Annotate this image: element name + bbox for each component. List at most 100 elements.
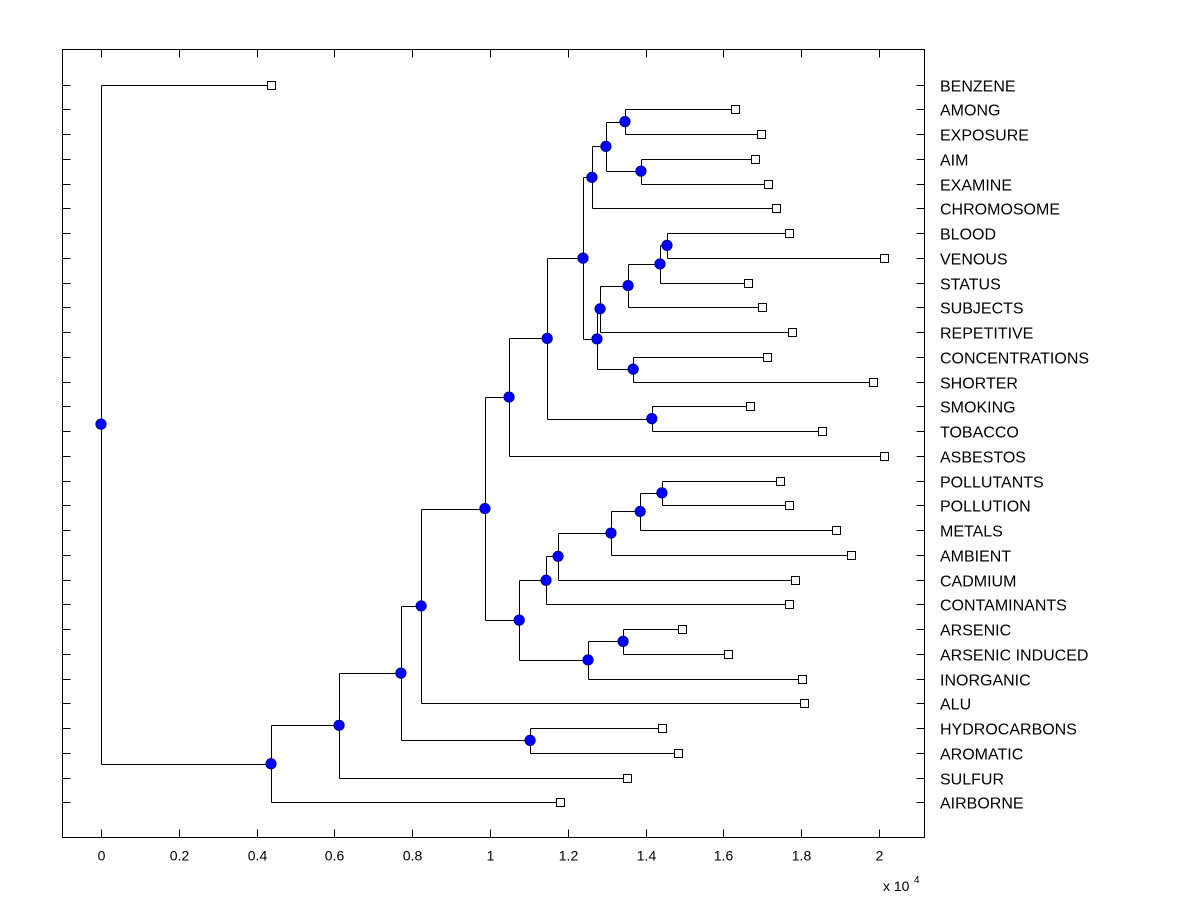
x-tick-label: 1.4: [637, 848, 657, 864]
leaf-marker: [798, 675, 807, 684]
leaf-marker: [724, 650, 733, 659]
internal-node-marker: [552, 550, 564, 562]
leaf-marker: [678, 625, 687, 634]
leaf-label: ARSENIC INDUCED: [940, 648, 1088, 665]
x-tick-label: 2: [876, 848, 884, 864]
x-tick-label: 0.4: [248, 848, 268, 864]
leaf-marker: [623, 774, 632, 783]
leaf-marker: [744, 279, 753, 288]
leaf-marker: [746, 402, 755, 411]
internal-node-marker: [395, 667, 407, 679]
leaf-label: AROMATIC: [940, 747, 1023, 764]
leaf-label: AIRBORNE: [940, 796, 1024, 813]
leaf-label: CHROMOSOME: [940, 202, 1060, 219]
leaf-labels: BENZENE AMONG EXPOSURE AIM EXAMINE CHROMOSOME…: [940, 79, 1089, 813]
leaf-label: ARSENIC: [940, 623, 1011, 640]
leaf-marker: [818, 427, 827, 436]
internal-node-marker: [594, 303, 606, 315]
leaf-marker: [764, 180, 773, 189]
dendrogram-links: [101, 85, 885, 803]
leaf-marker: [751, 155, 760, 164]
leaf-label: EXPOSURE: [940, 128, 1029, 145]
leaf-marker: [788, 328, 797, 337]
leaf-marker: [757, 130, 766, 139]
internal-node-marker: [577, 252, 589, 264]
internal-node-marker: [634, 505, 646, 518]
internal-node-marker: [524, 734, 536, 746]
leaf-marker: [731, 105, 740, 114]
leaf-marker: [785, 600, 794, 609]
leaf-marker: [556, 798, 565, 807]
internal-node-marker: [586, 171, 598, 183]
internal-node-marker: [582, 654, 594, 666]
x-tick-label: 0.2: [170, 848, 190, 864]
leaf-label: SUBJECTS: [940, 301, 1024, 318]
leaf-label: AIM: [940, 153, 968, 170]
leaf-label: HYDROCARBONS: [940, 722, 1077, 739]
leaf-label: CONTAMINANTS: [940, 598, 1067, 615]
internal-node-marker: [605, 527, 617, 539]
leaf-marker: [758, 303, 767, 312]
leaf-label: VENOUS: [940, 252, 1008, 269]
leaf-label: POLLUTION: [940, 499, 1031, 516]
internal-node-marker: [600, 140, 612, 152]
leaf-marker: [869, 378, 878, 387]
leaf-marker: [880, 452, 889, 461]
internal-node-marker: [627, 363, 639, 375]
leaf-label: TOBACCO: [940, 425, 1019, 442]
internal-node-marker: [265, 758, 277, 770]
internal-node-marker: [479, 502, 491, 515]
internal-node-marker: [646, 413, 658, 425]
leaf-label: SMOKING: [940, 400, 1016, 417]
leaf-marker: [785, 229, 794, 238]
dendrogram-nodes: [95, 116, 673, 770]
leaf-label: AMBIENT: [940, 549, 1011, 566]
leaf-label: POLLUTANTS: [940, 475, 1044, 492]
leaf-marker: [674, 749, 683, 758]
leaf-marker: [267, 81, 276, 90]
internal-node-marker: [622, 279, 634, 292]
x-tick-label: 1.6: [714, 848, 734, 864]
x-tick-label: 0: [98, 848, 106, 864]
dendrogram-leaf-markers: [267, 81, 889, 807]
leaf-label: STATUS: [940, 277, 1001, 294]
leaf-label: INORGANIC: [940, 673, 1031, 690]
x-axis-ticks: 0 0.2 0.4 0.6 0.8 1 1.2 1.4 1.6 1.8 2: [98, 49, 884, 864]
leaf-marker: [785, 501, 794, 510]
leaf-label: ALU: [940, 697, 971, 714]
internal-node-marker: [661, 239, 673, 251]
internal-node-marker: [540, 574, 552, 586]
x-tick-label: 1.2: [559, 848, 579, 864]
leaf-marker: [772, 204, 781, 213]
x-axis-multiplier: x 10 4: [883, 875, 920, 894]
leaf-label: CONCENTRATIONS: [940, 351, 1089, 368]
x-tick-label: 0.6: [325, 848, 345, 864]
leaf-label: BENZENE: [940, 79, 1016, 96]
leaf-label: REPETITIVE: [940, 326, 1033, 343]
internal-node-marker: [617, 635, 629, 647]
x-tick-label: 1: [487, 848, 495, 864]
leaf-marker: [658, 724, 667, 733]
y-axis-ticks: [62, 85, 925, 803]
internal-node-marker: [503, 391, 515, 403]
internal-node-marker: [541, 332, 553, 344]
leaf-label: ASBESTOS: [940, 450, 1026, 467]
leaf-label: SULFUR: [940, 772, 1004, 789]
leaf-marker: [800, 699, 809, 708]
plot-area-frame: [62, 49, 925, 838]
internal-node-marker: [513, 614, 525, 626]
leaf-label: SHORTER: [940, 376, 1018, 393]
leaf-marker: [832, 526, 841, 535]
internal-node-marker: [635, 165, 647, 177]
x-tick-label: 1.8: [792, 848, 812, 864]
internal-node-marker: [95, 418, 107, 430]
x-multiplier-text: x 10: [883, 878, 910, 894]
internal-node-marker: [619, 116, 631, 128]
leaf-label: BLOOD: [940, 227, 996, 244]
leaf-label: EXAMINE: [940, 178, 1012, 195]
leaf-marker: [763, 353, 772, 362]
leaf-label: CADMIUM: [940, 574, 1016, 591]
x-multiplier-exponent: 4: [914, 875, 920, 886]
x-tick-label: 0.8: [403, 848, 423, 864]
